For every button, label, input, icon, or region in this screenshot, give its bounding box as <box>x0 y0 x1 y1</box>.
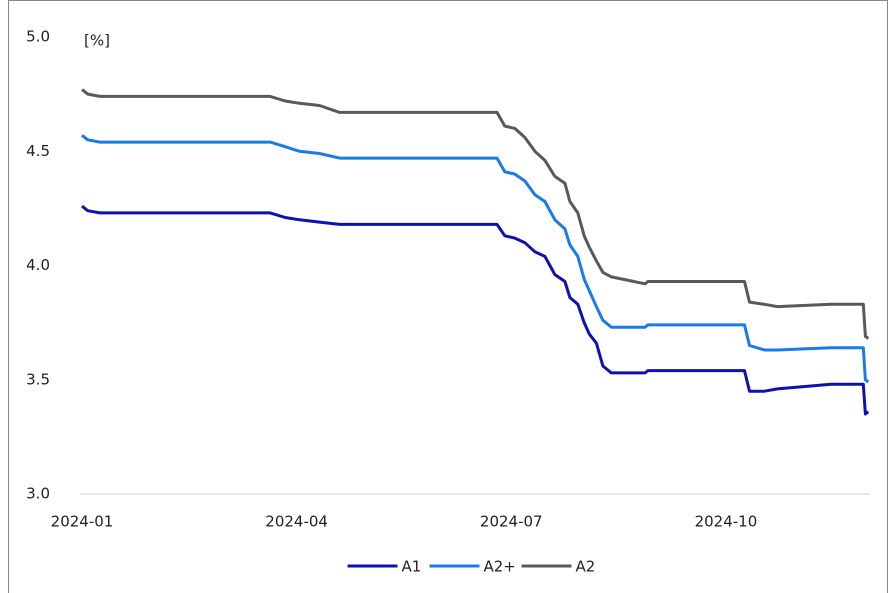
series-line <box>81 134 870 384</box>
series-line <box>81 88 870 340</box>
legend-label: A2+ <box>484 558 516 576</box>
y-tick-label: 4.0 <box>26 256 50 274</box>
x-tick-label: 2024-01 <box>51 513 114 531</box>
legend-label: A1 <box>402 558 422 576</box>
series-line <box>81 204 870 416</box>
x-tick-label: 2024-04 <box>265 513 328 531</box>
y-tick-label: 4.5 <box>26 142 50 160</box>
x-tick-label: 2024-10 <box>695 513 758 531</box>
y-tick-label: 3.0 <box>26 485 50 503</box>
unit-label: [%] <box>84 32 110 50</box>
x-tick-label: 2024-07 <box>480 513 543 531</box>
legend-label: A2 <box>576 558 596 576</box>
frame <box>8 0 888 593</box>
y-tick-label: 5.0 <box>26 28 50 46</box>
y-tick-label: 3.5 <box>26 370 50 388</box>
